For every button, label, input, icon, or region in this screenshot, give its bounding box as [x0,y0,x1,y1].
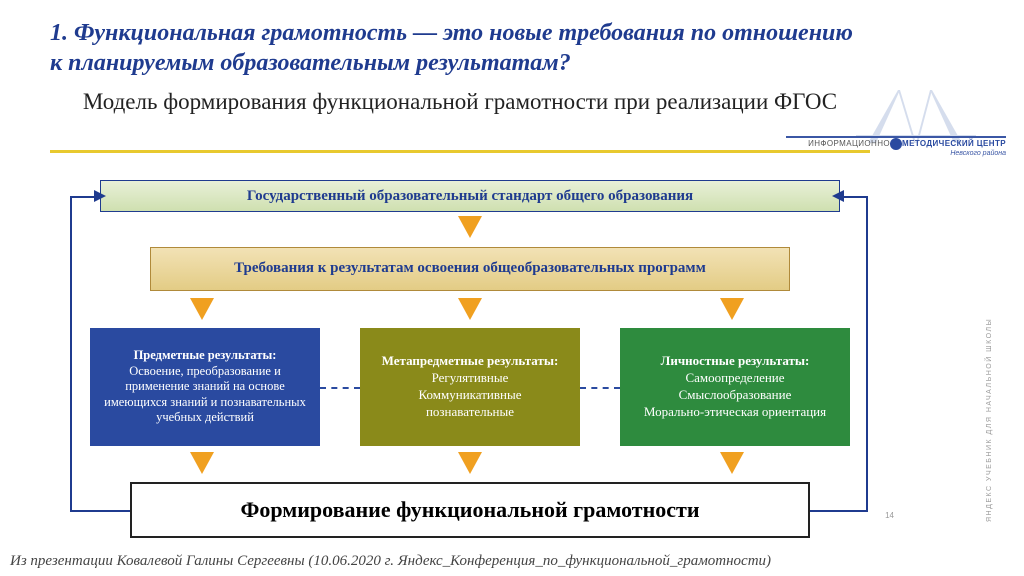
page-number: 14 [885,511,894,520]
box-meta-results: Метапредметные результаты:Регулятивные К… [360,328,580,446]
loop-arrow-icon [832,190,844,202]
org-logo: ИНФОРМАЦИОННОМЕТОДИЧЕСКИЙ ЦЕНТР Невского… [786,88,1006,168]
arrow-down-icon [190,452,214,474]
logo-line1: ИНФОРМАЦИОННОМЕТОДИЧЕСКИЙ ЦЕНТР [786,138,1006,150]
box-subject-results: Предметные результаты:Освоение, преобраз… [90,328,320,446]
loop-line [842,196,868,198]
logo-dot-icon [890,138,902,150]
slide-title: 1. Функциональная грамотность — это новы… [50,18,870,78]
arrow-down-icon [458,216,482,238]
dashed-connector [320,387,360,389]
loop-line [70,196,72,510]
box-standard: Государственный образовательный стандарт… [100,180,840,212]
loop-line [866,196,868,510]
arrow-down-icon [190,298,214,320]
footer-citation: Из презентации Ковалевой Галины Сергеевн… [10,553,771,570]
logo-line2: Невского района [786,150,1006,157]
flowchart: Государственный образовательный стандарт… [70,172,870,532]
loop-line [70,510,130,512]
arrow-down-icon [720,452,744,474]
loop-arrow-icon [94,190,106,202]
divider [50,150,870,153]
slide-subtitle: Модель формирования функциональной грамо… [50,88,870,116]
box-requirements: Требования к результатам освоения общеоб… [150,247,790,291]
arrow-down-icon [458,452,482,474]
loop-line [810,510,868,512]
box-formation: Формирование функциональной грамотности [130,482,810,538]
arrow-down-icon [720,298,744,320]
dashed-connector [580,387,620,389]
slide: 1. Функциональная грамотность — это новы… [0,0,1024,576]
side-caption: ЯНДЕКС УЧЕБНИК ДЛЯ НАЧАЛЬНОЙ ШКОЛЫ [986,310,1000,530]
box-personal-results: Личностные результаты:Самоопределение См… [620,328,850,446]
arrow-down-icon [458,298,482,320]
bridge-icon [856,88,976,143]
